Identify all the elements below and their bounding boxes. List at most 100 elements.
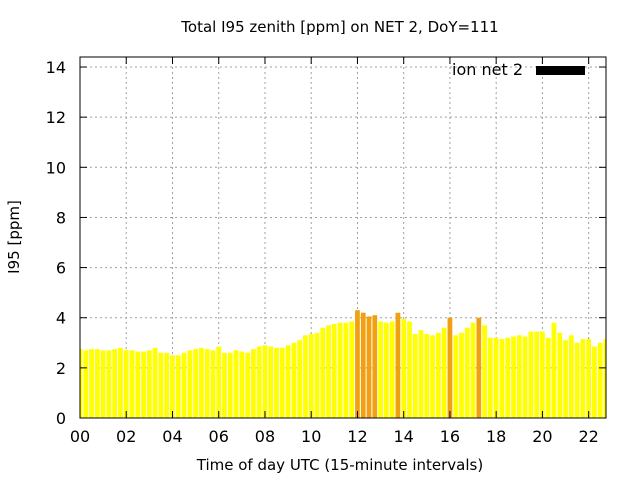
bar (152, 347, 158, 418)
bar (349, 321, 355, 418)
bar (129, 350, 135, 418)
plot-frame (79, 56, 607, 419)
bar (256, 346, 262, 418)
y-tick-label: 0 (56, 409, 66, 428)
x-tick-label: 16 (440, 427, 460, 446)
bar (383, 322, 389, 418)
bar (146, 350, 152, 418)
y-tick-label: 10 (46, 158, 66, 177)
bar (563, 340, 568, 418)
bar (522, 336, 528, 418)
bar (447, 317, 453, 418)
bar (100, 350, 106, 418)
bar (285, 345, 291, 418)
bar (320, 327, 326, 418)
bar (453, 335, 459, 418)
bar (164, 352, 170, 418)
bar (239, 351, 245, 418)
x-tick-label: 18 (486, 427, 506, 446)
bar (557, 332, 563, 418)
bar (551, 322, 557, 418)
bar (580, 339, 586, 418)
bar (89, 349, 94, 418)
chart-title: Total I95 zenith [ppm] on NET 2, DoY=111 (180, 18, 498, 36)
x-tick-label: 06 (209, 427, 229, 446)
bar (470, 322, 476, 418)
bar (94, 349, 100, 418)
bar (187, 350, 193, 418)
bar (464, 327, 470, 418)
x-tick-label: 22 (578, 427, 598, 446)
y-tick-label: 4 (56, 309, 66, 328)
bar (597, 342, 603, 418)
bar (482, 325, 487, 418)
bars-group (80, 310, 606, 418)
bar (499, 339, 505, 418)
bar (343, 322, 349, 418)
bar (436, 332, 441, 418)
bar (135, 351, 141, 418)
x-tick-label: 04 (162, 427, 182, 446)
bar (251, 349, 256, 418)
bar (80, 349, 83, 418)
bar (528, 331, 534, 418)
bar (360, 312, 366, 418)
bar (274, 347, 279, 418)
x-tick-label: 10 (301, 427, 321, 446)
bar (170, 355, 175, 418)
bar (505, 337, 511, 418)
bar (158, 352, 164, 418)
bar (314, 332, 320, 418)
x-axis-label: Time of day UTC (15-minute intervals) (196, 456, 483, 474)
bar (418, 330, 424, 418)
x-tick-label: 12 (347, 427, 367, 446)
bar (210, 350, 216, 418)
bar (424, 334, 430, 418)
y-axis-label: I95 [ppm] (5, 200, 23, 274)
bar (193, 349, 198, 418)
bar (516, 335, 522, 418)
bar (459, 332, 464, 418)
y-tick-label: 2 (56, 359, 66, 378)
bar (337, 322, 343, 418)
bar (331, 323, 337, 418)
bar (233, 350, 239, 418)
bar (262, 345, 268, 418)
y-tick-label: 12 (46, 108, 66, 127)
bar (181, 352, 187, 418)
bar (83, 350, 89, 418)
legend-label: ion net 2 (452, 60, 523, 79)
bar (430, 335, 435, 418)
bar (291, 342, 297, 418)
bar (297, 340, 303, 418)
y-tick-label: 14 (46, 58, 66, 77)
x-tick-label: 00 (70, 427, 90, 446)
bar (308, 334, 314, 418)
bar (401, 318, 407, 418)
legend-swatch (536, 66, 585, 75)
bar (534, 331, 540, 418)
bar (303, 335, 308, 418)
bar (199, 347, 204, 418)
bar (488, 337, 493, 418)
bar (216, 346, 222, 418)
bar (545, 337, 551, 418)
bar (540, 331, 545, 418)
bar (204, 349, 210, 418)
bar (112, 349, 118, 418)
bar (378, 321, 383, 418)
bar (222, 352, 227, 418)
bar (123, 350, 129, 418)
bar (592, 346, 597, 418)
bar (106, 350, 112, 418)
y-tick-label: 8 (56, 208, 66, 227)
bar (574, 342, 580, 418)
x-tick-label: 02 (116, 427, 136, 446)
bar (395, 312, 401, 418)
bar (279, 347, 285, 418)
x-tick-label: 08 (255, 427, 275, 446)
bar (441, 327, 447, 418)
bar (493, 337, 499, 418)
